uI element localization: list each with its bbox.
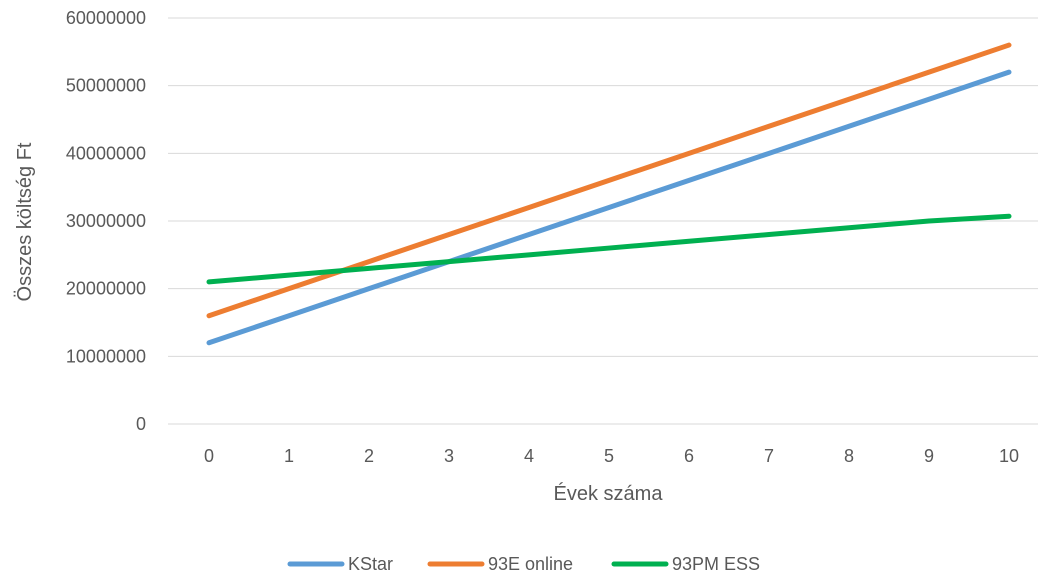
y-tick-label: 10000000: [66, 346, 146, 366]
series-line: [206, 213, 1012, 285]
x-tick-label: 8: [844, 446, 854, 466]
x-tick-label: 9: [924, 446, 934, 466]
y-tick-label: 0: [136, 414, 146, 434]
y-tick-label: 20000000: [66, 279, 146, 299]
gridlines: [168, 17, 1038, 425]
x-tick-label: 4: [524, 446, 534, 466]
x-tick-label: 7: [764, 446, 774, 466]
x-tick-label: 2: [364, 446, 374, 466]
x-axis-title: Évek száma: [554, 482, 664, 505]
x-tick-label: 10: [999, 446, 1019, 466]
legend-label: 93E online: [488, 554, 573, 573]
legend: KStar 93E online 93PM ESS: [287, 554, 760, 573]
y-axis-ticks: 0 10000000 20000000 30000000 40000000 5000000…: [66, 8, 146, 434]
series-line: [206, 69, 1012, 346]
x-tick-label: 3: [444, 446, 454, 466]
y-tick-label: 30000000: [66, 211, 146, 231]
legend-label: KStar: [348, 554, 393, 573]
legend-label: 93PM ESS: [672, 554, 760, 573]
series-lines: [206, 42, 1012, 346]
x-tick-label: 6: [684, 446, 694, 466]
y-tick-label: 50000000: [66, 76, 146, 96]
x-axis-ticks: 0 1 2 3 4 5 6 7 8 9 10: [204, 446, 1019, 466]
x-tick-label: 1: [284, 446, 294, 466]
x-tick-label: 0: [204, 446, 214, 466]
y-tick-label: 40000000: [66, 143, 146, 163]
y-tick-label: 60000000: [66, 8, 146, 28]
y-axis-title: Összes költség Ft: [14, 142, 36, 301]
x-tick-label: 5: [604, 446, 614, 466]
